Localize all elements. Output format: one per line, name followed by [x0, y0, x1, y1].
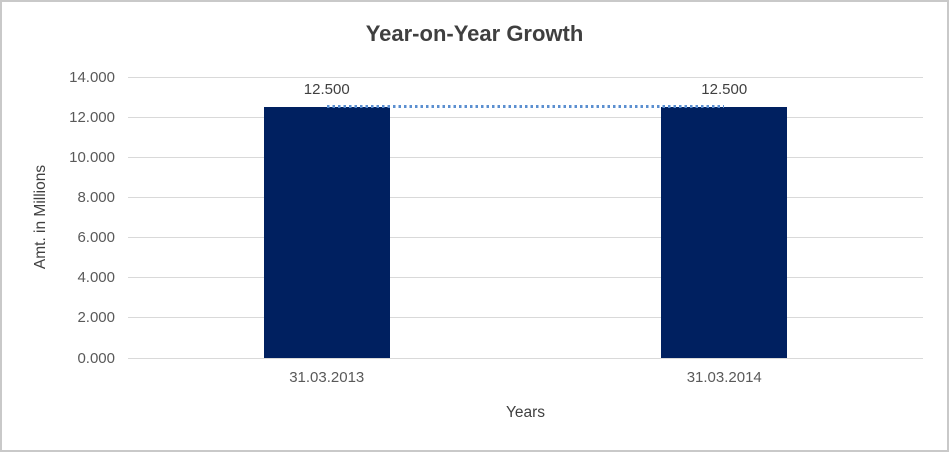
connector-line — [326, 105, 725, 108]
y-tick-label: 12.000 — [69, 108, 115, 126]
y-tick-label: 8.000 — [77, 188, 115, 206]
gridline — [128, 357, 923, 359]
gridline — [128, 156, 923, 158]
bar — [263, 107, 390, 358]
chart-title: Year-on-Year Growth — [365, 21, 584, 46]
y-tick-label: 10.000 — [69, 148, 115, 166]
bar-value-label: 12.500 — [701, 81, 748, 99]
x-tick-label: 31.03.2013 — [289, 369, 365, 386]
bar-value-label: 12.500 — [303, 81, 350, 99]
gridline — [128, 196, 923, 198]
bar — [661, 107, 788, 358]
gridline — [128, 116, 923, 118]
gridline — [128, 317, 923, 319]
gridline — [128, 277, 923, 279]
y-tick-label: 14.000 — [69, 68, 115, 86]
y-tick-label: 0.000 — [77, 349, 115, 367]
y-tick-label: 2.000 — [77, 309, 115, 327]
y-axis-title: Amt. in Millions — [32, 164, 49, 270]
gridline — [128, 76, 923, 78]
x-axis-title: Years — [505, 404, 546, 421]
y-tick-label: 6.000 — [77, 229, 115, 247]
x-tick-label: 31.03.2014 — [686, 369, 762, 386]
gridline — [128, 237, 923, 239]
y-tick-label: 4.000 — [77, 269, 115, 287]
